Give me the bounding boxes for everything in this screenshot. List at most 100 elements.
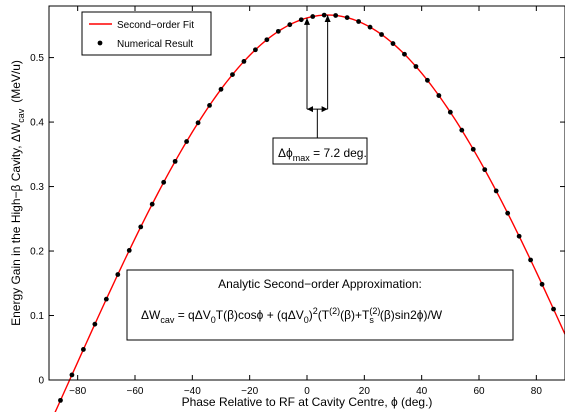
data-point [241, 59, 247, 64]
y-tick-label: 0.3 [30, 182, 44, 193]
delta-phi-box [272, 137, 368, 165]
data-point [447, 109, 453, 115]
data-point [321, 12, 327, 18]
formula-rhs-e: (β)+T [340, 308, 370, 322]
x-tick-label: 80 [531, 386, 543, 397]
formula-rhs-c: ) [309, 308, 313, 322]
data-point [470, 146, 476, 152]
delta-phi-arrowhead-left [307, 106, 313, 113]
y-axis-label-unit: (MeV/u) [9, 60, 23, 103]
data-point [275, 28, 281, 34]
formula-rhs-b: T(β)cosϕ + (qΔV [216, 308, 304, 322]
formula-title: Analytic Second−order Approximation: [218, 277, 422, 291]
legend-box [81, 11, 212, 56]
data-point [425, 77, 430, 83]
data-point [69, 372, 75, 378]
x-tick-label: 40 [416, 386, 428, 397]
formula-lhs: ΔW [141, 308, 161, 322]
x-tick-label: 60 [473, 386, 485, 397]
y-tick-label: 0.1 [30, 311, 44, 322]
x-tick-label: −80 [69, 386, 86, 397]
data-point [551, 306, 556, 312]
formula-rhs-d: (T [318, 308, 330, 322]
formula-rhs-b-sub: 0 [304, 315, 309, 325]
formula-rhs-a-sub: 0 [211, 315, 216, 325]
plot-frame [48, 5, 565, 381]
data-point [184, 139, 190, 144]
data-point [505, 210, 511, 216]
data-point [436, 93, 442, 98]
apex-arrowhead-right [324, 15, 331, 23]
data-point [516, 233, 522, 239]
data-point [218, 86, 224, 92]
data-point [344, 15, 350, 20]
delta-phi-symbol: Δϕ [278, 146, 293, 160]
data-point [195, 120, 201, 126]
data-point [172, 158, 178, 164]
data-point [138, 224, 144, 230]
data-point [367, 24, 373, 30]
data-point [115, 272, 121, 277]
formula-frame [126, 269, 514, 341]
formula-equation: ΔWcav = qΔV0T(β)cosϕ + (qΔV0)2(T(2)(β)+T… [141, 306, 443, 325]
data-point [390, 41, 396, 46]
formula-rhs-d-sup: (2) [329, 306, 340, 316]
formula-rhs-f: (β)sin2ϕ)/W [380, 308, 443, 322]
x-tick-label: −20 [241, 386, 258, 397]
data-point [58, 397, 63, 403]
y-tick-label: 0 [38, 376, 44, 387]
formula-box: Analytic Second−order Approximation: ΔWc… [126, 269, 514, 341]
data-point [264, 37, 270, 43]
y-axis-label-main: Energy Gain in the High−β Cavity, ΔW [9, 122, 23, 326]
data-point [413, 64, 419, 69]
x-tick-label: −40 [184, 386, 201, 397]
data-point [298, 17, 304, 23]
formula-rhs-c-sup: 2 [313, 306, 318, 316]
delta-phi-arrowhead-right [321, 106, 328, 113]
data-point [528, 257, 533, 263]
delta-phi-value: = 7.2 deg. [310, 146, 367, 160]
data-point [539, 281, 545, 287]
data-point [92, 321, 98, 327]
y-tick-label: 0.5 [30, 53, 44, 64]
delta-phi-annotation: Δϕmax = 7.2 deg. [272, 15, 368, 165]
x-tick-label: 20 [359, 386, 371, 397]
y-tick-label: 0.4 [30, 118, 44, 129]
x-axis-label: Phase Relative to RF at Cavity Centre, ϕ… [182, 395, 433, 409]
delta-phi-subscript: max [293, 153, 311, 163]
x-tick-label: −60 [127, 386, 144, 397]
apex-arrowhead-left [304, 17, 310, 25]
legend-label-fit: Second−order Fit [117, 20, 194, 31]
legend: Second−order Fit Numerical Result [81, 11, 212, 56]
data-point [287, 22, 293, 28]
y-tick-label: 0.2 [30, 247, 44, 258]
data-point [379, 32, 384, 37]
data-point [459, 127, 465, 133]
legend-label-numerical: Numerical Result [117, 39, 193, 50]
data-point [493, 188, 499, 194]
formula-rhs-a: = qΔV [174, 308, 210, 322]
data-point [402, 51, 407, 57]
data-point [356, 19, 361, 24]
y-axis-label: Energy Gain in the High−β Cavity, ΔWcav (… [9, 60, 26, 326]
delta-phi-label: Δϕmax = 7.2 deg. [278, 146, 367, 163]
data-point [333, 13, 339, 18]
x-tick-label: 0 [304, 386, 310, 397]
formula-rhs-e-sup: (2) [369, 306, 380, 316]
data-point [230, 72, 235, 78]
legend-swatch-numerical [97, 40, 103, 46]
data-point [310, 14, 316, 19]
data-point [103, 296, 109, 302]
data-point [207, 102, 212, 108]
data-point [149, 201, 155, 207]
formula-lhs-sub: cav [160, 315, 175, 325]
data-point [253, 47, 258, 53]
y-axis-label-sub: cav [16, 108, 26, 123]
x-axis: −80 −60 −40 −20 0 20 40 60 80 [69, 6, 542, 397]
formula-rhs-e-sub: s [369, 315, 374, 325]
data-point [81, 347, 86, 352]
data-point [482, 167, 488, 173]
data-point [161, 179, 167, 185]
data-point [126, 247, 132, 253]
